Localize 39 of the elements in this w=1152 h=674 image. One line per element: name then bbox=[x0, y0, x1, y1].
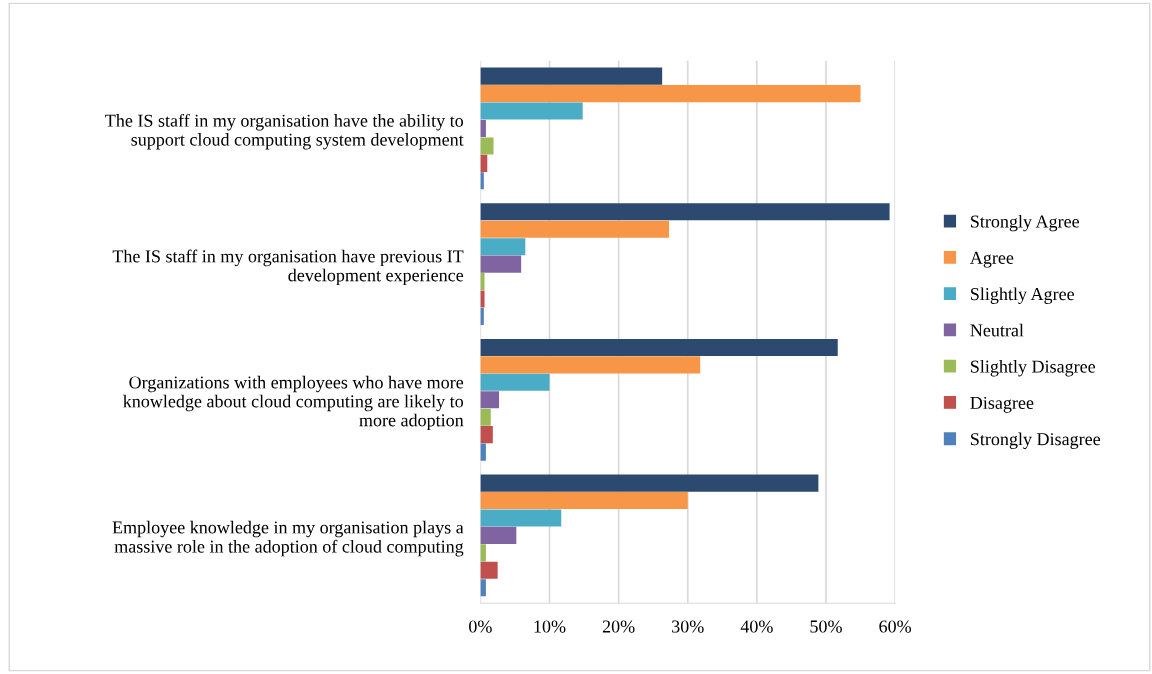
bar bbox=[480, 474, 819, 492]
x-tick-label: 50% bbox=[810, 620, 842, 633]
bar bbox=[480, 238, 526, 256]
bar bbox=[480, 338, 838, 356]
bar bbox=[480, 509, 562, 527]
bar bbox=[480, 137, 494, 155]
legend-label: Slightly Disagree bbox=[971, 359, 1096, 377]
legend-label: Slightly Agree bbox=[971, 287, 1074, 304]
bar bbox=[480, 102, 583, 120]
x-tick-label: 0% bbox=[469, 620, 492, 633]
x-tick-label: 10% bbox=[534, 620, 566, 633]
bar bbox=[480, 426, 493, 444]
legend-label: Strongly Disagree bbox=[971, 432, 1101, 449]
bar bbox=[480, 391, 500, 409]
bar bbox=[480, 220, 670, 238]
x-tick-label: 30% bbox=[672, 620, 704, 633]
legend-label: Strongly Agree bbox=[971, 214, 1080, 232]
bar bbox=[480, 526, 517, 544]
legend-label: Agree bbox=[969, 251, 1014, 268]
bar bbox=[480, 255, 522, 273]
bar bbox=[480, 273, 485, 291]
bar bbox=[480, 67, 663, 85]
bar bbox=[480, 203, 890, 221]
bar bbox=[480, 290, 485, 308]
y-tick-label: The IS staff in my organisation have previous IT development experience bbox=[112, 249, 464, 286]
y-tick-label: The IS staff in my organisation have the ability to support cloud computing system development bbox=[105, 113, 464, 150]
bar bbox=[480, 491, 688, 510]
bar bbox=[480, 373, 550, 391]
x-tick-label: 20% bbox=[602, 620, 635, 633]
bar bbox=[480, 356, 701, 374]
x-tick-label: 60% bbox=[879, 620, 912, 633]
y-tick-label: Organizations with employees who have more knowledge about cloud computing are likely to more adoption bbox=[123, 375, 464, 431]
legend-label: Neutral bbox=[970, 323, 1024, 337]
bar bbox=[480, 408, 491, 426]
y-tick-label: Employee knowledge in my organisation plays a massive role in the adoption of cloud computing bbox=[112, 520, 464, 557]
legend-label: Disagree bbox=[970, 396, 1034, 413]
bar bbox=[480, 561, 498, 579]
bar bbox=[480, 85, 861, 103]
x-tick-label: 40% bbox=[740, 620, 773, 633]
